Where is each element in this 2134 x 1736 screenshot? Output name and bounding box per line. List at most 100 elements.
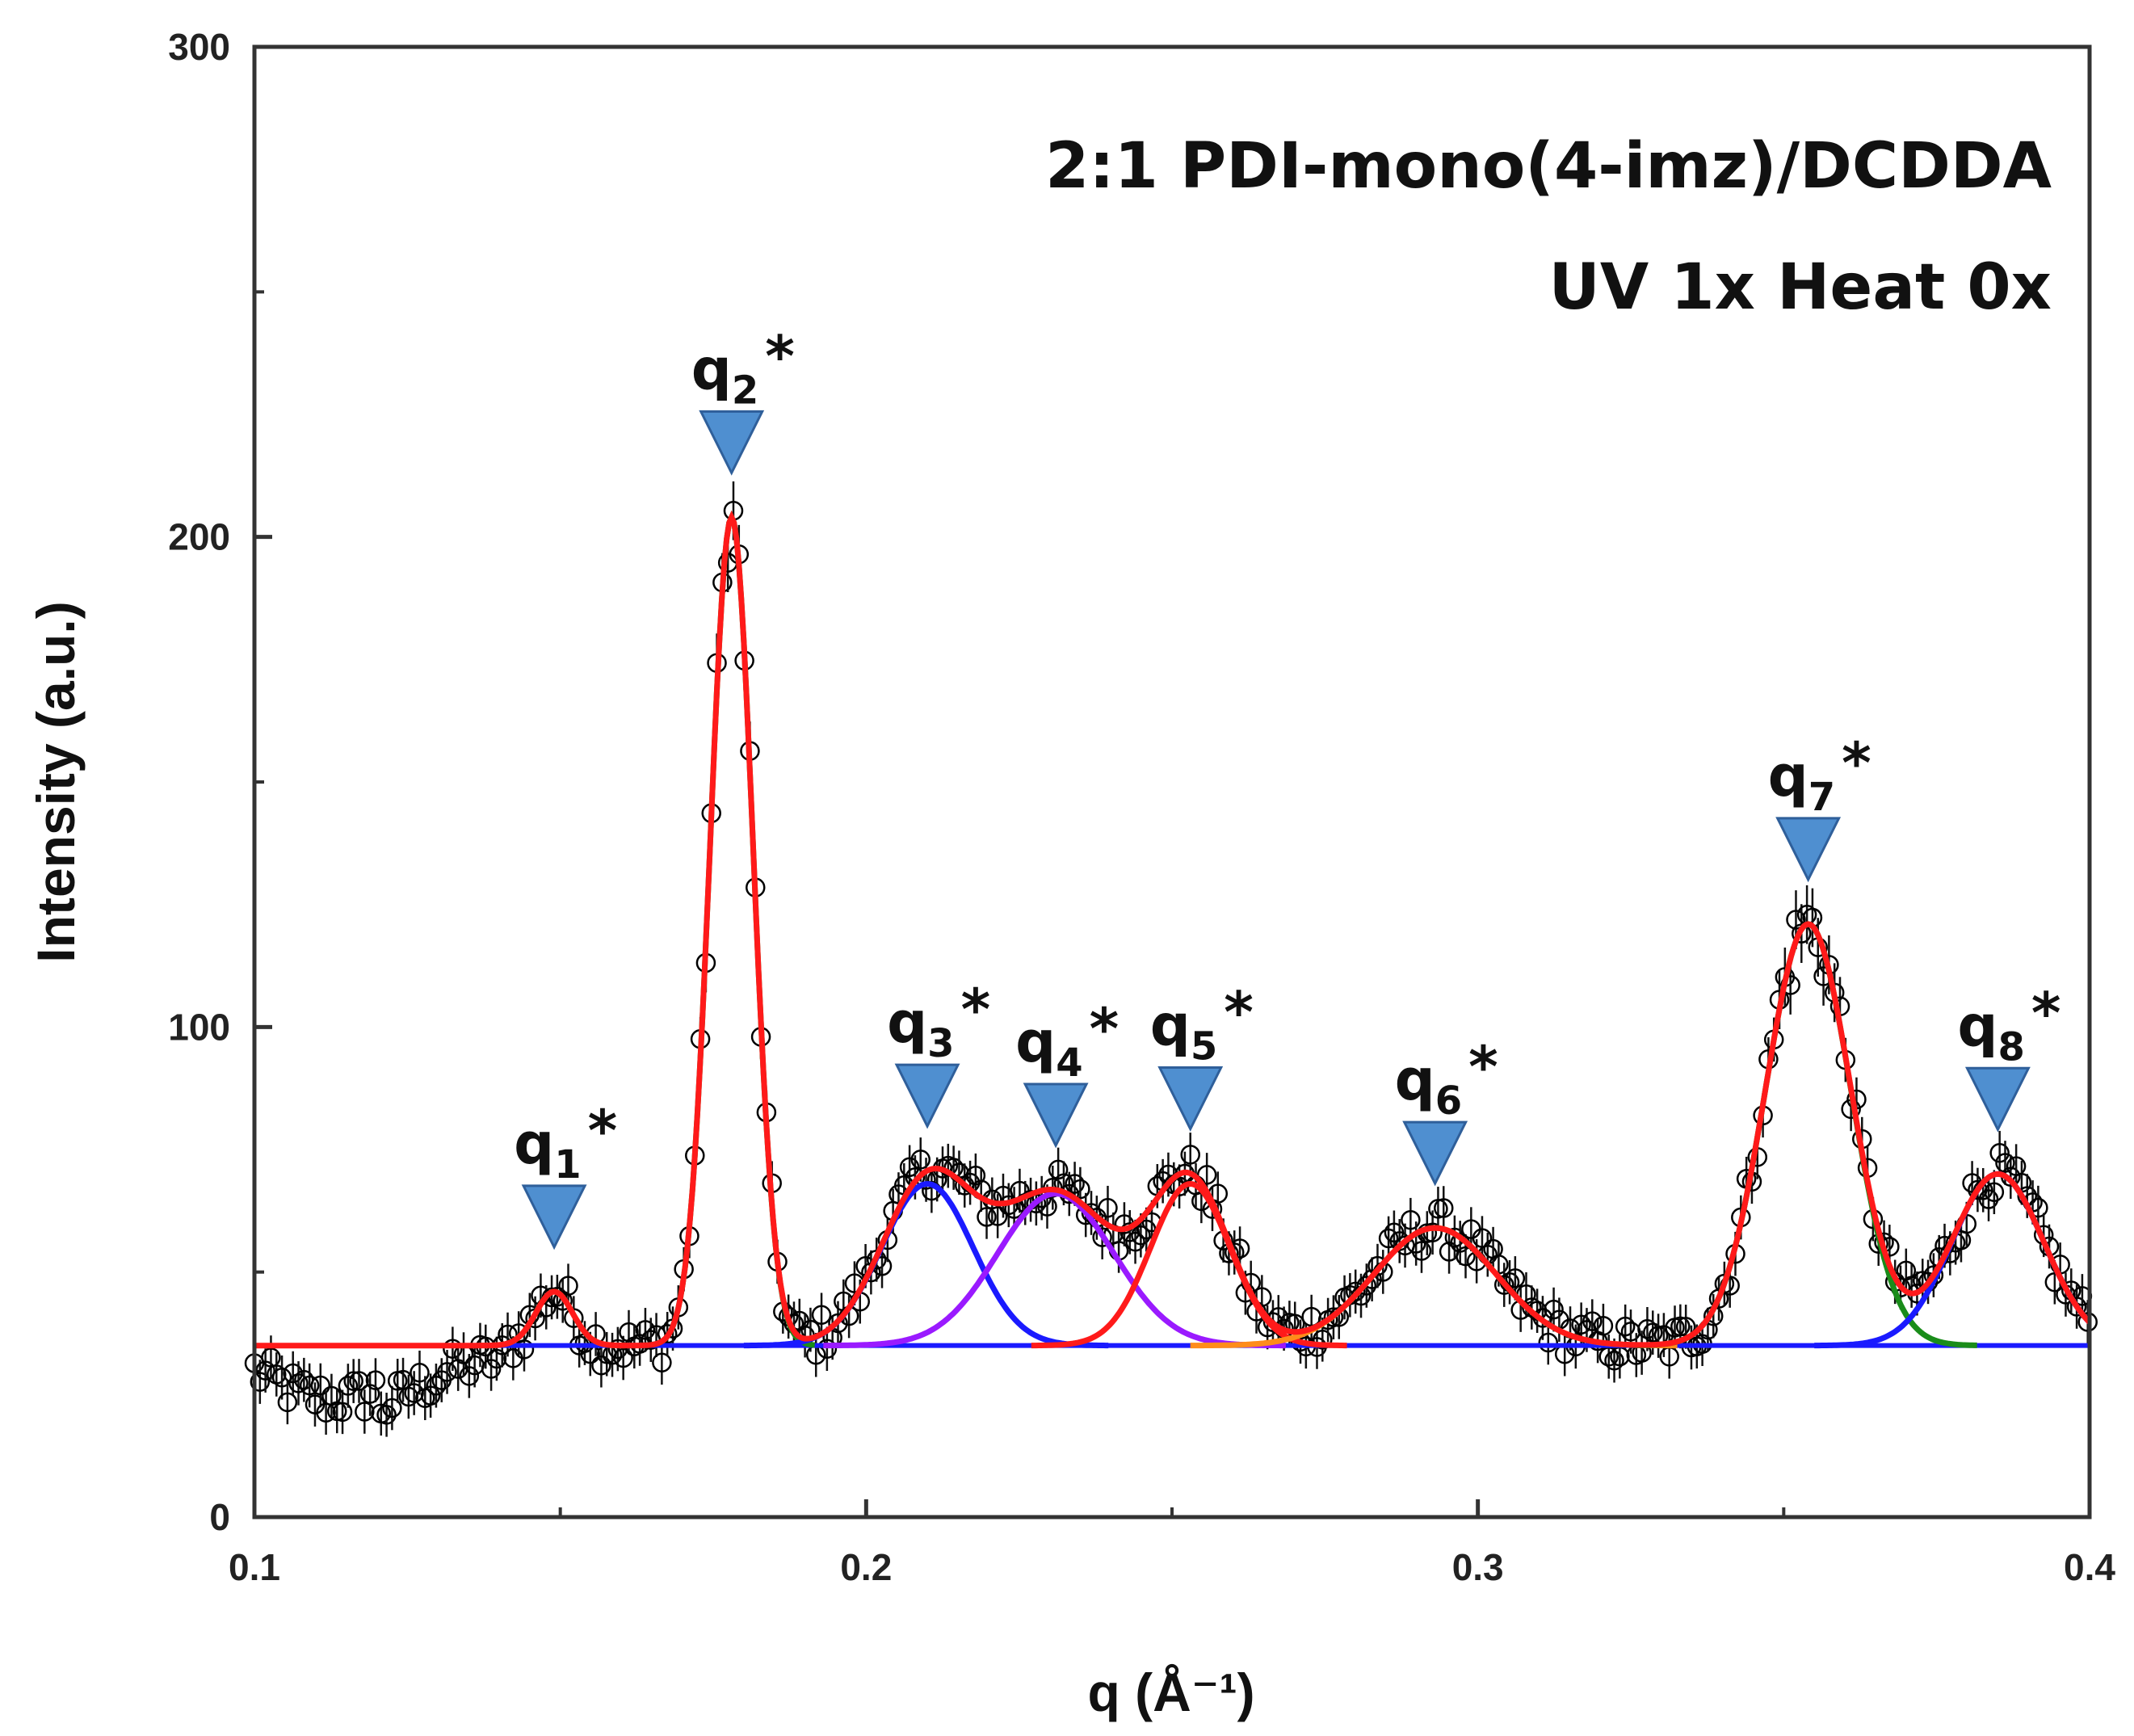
peak-label-q7: q7* [1768,730,1871,820]
data-point [1989,1142,2010,1163]
data-point [1092,1227,1112,1247]
data-point [382,1398,402,1419]
ticks-layer: 0.1 0.2 0.3 0.4 0 100 200 300 [168,26,2115,1588]
peak-label-q2: q2* [691,323,795,413]
peak-markers-layer: q1* q2* q3* q4* q5* q6* q7* q8* [514,323,2061,1251]
data-point [1367,1255,1388,1276]
x-axis-title: q (Å⁻¹) [1087,1662,1254,1722]
peak-label-q1: q1* [514,1098,617,1187]
data-point [1571,1314,1591,1335]
data-point [1593,1315,1614,1336]
data-point [1362,1269,1382,1289]
data-point [1604,1350,1624,1371]
peak-label-q5: q5* [1150,980,1254,1070]
x-tick-label: 0.1 [229,1546,280,1588]
data-point [486,1348,507,1369]
data-point [977,1207,997,1227]
data-point [299,1375,320,1396]
data-point [828,1313,848,1334]
data-point [1995,1153,2015,1173]
data-point [1048,1159,1069,1180]
data-point [1544,1299,1564,1320]
data-point [899,1157,920,1178]
data-point [1456,1246,1476,1267]
x-tick-label: 0.3 [1452,1546,1504,1588]
data-point [255,1360,275,1381]
data-point [1984,1182,2005,1202]
data-point [1323,1307,1344,1327]
peak-marker-triangle [1775,817,1842,883]
peak-marker-triangle [1402,1120,1468,1187]
data-point [1582,1311,1603,1331]
data-point [910,1150,930,1170]
peak-marker-triangle [1023,1082,1089,1149]
fit-layer [254,510,2092,1349]
chart-subtitle: UV 1x Heat 0x [1549,251,2052,324]
peak-marker-triangle [1157,1066,1224,1132]
data-point [343,1371,363,1391]
data-point [613,1347,633,1368]
peak-marker-triangle [894,1063,960,1129]
data-point [1792,923,1812,944]
data-point [376,1405,397,1425]
data-point [1070,1179,1090,1200]
peak-component-5 [1031,1180,1347,1349]
data-point [1505,1268,1526,1288]
data-point [1131,1225,1151,1246]
data-point [332,1402,353,1423]
peak-marker-triangle [699,410,765,476]
data-point [817,1339,838,1359]
data-point [288,1373,309,1393]
data-point [652,1352,672,1372]
x-tick-label: 0.4 [2064,1546,2115,1588]
data-point [283,1363,303,1384]
data-point [1345,1281,1366,1302]
data-point [443,1339,463,1359]
data-point [410,1362,430,1383]
peak-component-2 [645,510,816,1348]
data-point [1356,1276,1377,1296]
y-tick-label: 100 [168,1006,230,1048]
data-point [514,1339,535,1360]
data-point [1978,1189,1999,1209]
data-point [1615,1316,1636,1337]
peak-marker-triangle [521,1184,587,1251]
data-point [1434,1198,1454,1218]
x-tick-label: 0.2 [840,1546,892,1588]
data-point [277,1392,298,1413]
data-point [1098,1197,1118,1218]
data-point [310,1375,331,1396]
peak-label-q4: q4* [1015,996,1119,1086]
data-point [635,1320,656,1340]
y-tick-label: 0 [209,1496,230,1538]
data-point [355,1402,375,1422]
data-point [1313,1330,1333,1350]
data-point [437,1362,457,1382]
data-point [965,1165,986,1186]
peak-component-8 [1814,1171,2091,1349]
data-point [811,1305,832,1326]
data-point [1180,1145,1200,1165]
data-point [359,1384,380,1404]
data-point [1196,1165,1217,1185]
data-point [2066,1297,2087,1317]
data-point [657,1324,678,1344]
data-point [564,1308,584,1328]
peak-label-q8: q8* [1957,980,2060,1070]
data-point [420,1385,441,1406]
data-point [591,1355,611,1376]
peak-label-q6: q6* [1395,1034,1498,1124]
data-point [481,1359,502,1379]
data-point [1065,1174,1085,1194]
data-point [398,1386,419,1407]
data-point [1378,1228,1399,1249]
data-points-layer [244,481,2098,1437]
data-point [349,1371,369,1391]
data-point [459,1366,480,1386]
chart-title: 2:1 PDI-mono(4-imz)/DCDDA [1045,130,2052,203]
data-point [365,1370,386,1390]
peak-component-4 [823,1191,1286,1349]
data-point [250,1372,271,1392]
